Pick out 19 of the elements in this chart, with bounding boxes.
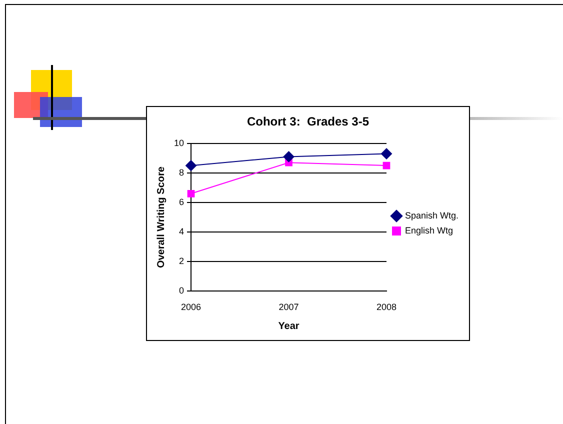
y-tick-label: 6 (178, 197, 184, 208)
y-tick-label: 8 (178, 167, 184, 178)
x-tick-label: 2008 (376, 302, 397, 312)
x-tick-label: 2007 (278, 302, 299, 312)
point (283, 151, 294, 162)
point (381, 148, 392, 160)
y-axis-title: Overall Writing Score (156, 166, 167, 268)
y-tick-label: 2 (178, 256, 184, 266)
x-tick-label: 2006 (180, 302, 202, 312)
x-axis-title: Year (278, 320, 300, 332)
y-tick-label: 10 (174, 138, 184, 148)
chart-title: Cohort 3: Grades 3-5 (246, 114, 370, 129)
point (382, 162, 390, 170)
y-tick-label: 0 (178, 286, 184, 296)
point (186, 160, 197, 172)
y-tick-label: 4 (178, 226, 184, 237)
legend-label: English Wtg (405, 225, 454, 236)
legend-label: Spanish Wtg. (405, 210, 459, 220)
point (187, 190, 195, 198)
